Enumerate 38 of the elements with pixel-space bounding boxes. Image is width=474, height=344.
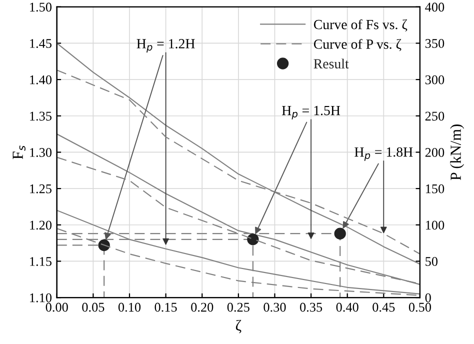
x-tick-label: 0.10 xyxy=(118,302,141,312)
y2-tick-label: 100 xyxy=(426,220,444,230)
y2-tick-label: 150 xyxy=(426,184,444,194)
y2-tick-label: 350 xyxy=(425,39,444,48)
x-axis-title: ζ xyxy=(236,320,242,334)
x-tick-label: 0.40 xyxy=(336,302,358,312)
annotation: H$_{p}$ = 1.8H xyxy=(354,147,413,161)
y2-tick-label: 50 xyxy=(426,257,438,266)
annotation: H$_{p}$ = 1.5H xyxy=(282,106,340,120)
x-tick-label: 0.20 xyxy=(191,302,214,312)
x-tick-label: 0.50 xyxy=(408,302,432,312)
y-tick-label: 1.40 xyxy=(30,75,52,84)
y-tick-label: 1.45 xyxy=(30,39,52,48)
y-axis-title: F$_{s}$ xyxy=(12,146,26,160)
annotation: H$_{p}$ = 1.2H xyxy=(136,39,195,53)
y2-tick-label: 200 xyxy=(425,148,444,157)
x-tick-label: 0.45 xyxy=(372,302,395,312)
y-tick-label: 1.50 xyxy=(30,2,52,12)
y-tick-label: 1.15 xyxy=(30,257,52,266)
y2-tick-label: 300 xyxy=(425,75,444,84)
legend-label: Curve of P vs. ζ xyxy=(314,38,402,52)
x-tick-label: 0.25 xyxy=(227,302,250,312)
y-tick-label: 1.35 xyxy=(30,112,52,121)
legend-label: Curve of Fs vs. ζ xyxy=(314,19,408,32)
y2-tick-label: 0 xyxy=(425,293,431,302)
x-tick-label: 0.00 xyxy=(46,302,68,312)
y-tick-label: 1.30 xyxy=(30,148,52,157)
y2-tick-label: 400 xyxy=(425,2,444,12)
x-tick-label: 0.30 xyxy=(264,302,286,312)
x-tick-label: 0.15 xyxy=(154,302,177,312)
x-tick-label: 0.35 xyxy=(300,302,322,312)
y2-axis-title: P (kN/m) xyxy=(450,124,464,180)
legend-label: Result xyxy=(314,58,349,68)
y-tick-label: 1.20 xyxy=(30,220,52,230)
x-tick-label: 0.05 xyxy=(82,302,104,312)
y2-tick-label: 250 xyxy=(425,112,444,121)
y-tick-label: 1.25 xyxy=(30,184,52,194)
y-tick-label: 1.10 xyxy=(30,293,52,302)
